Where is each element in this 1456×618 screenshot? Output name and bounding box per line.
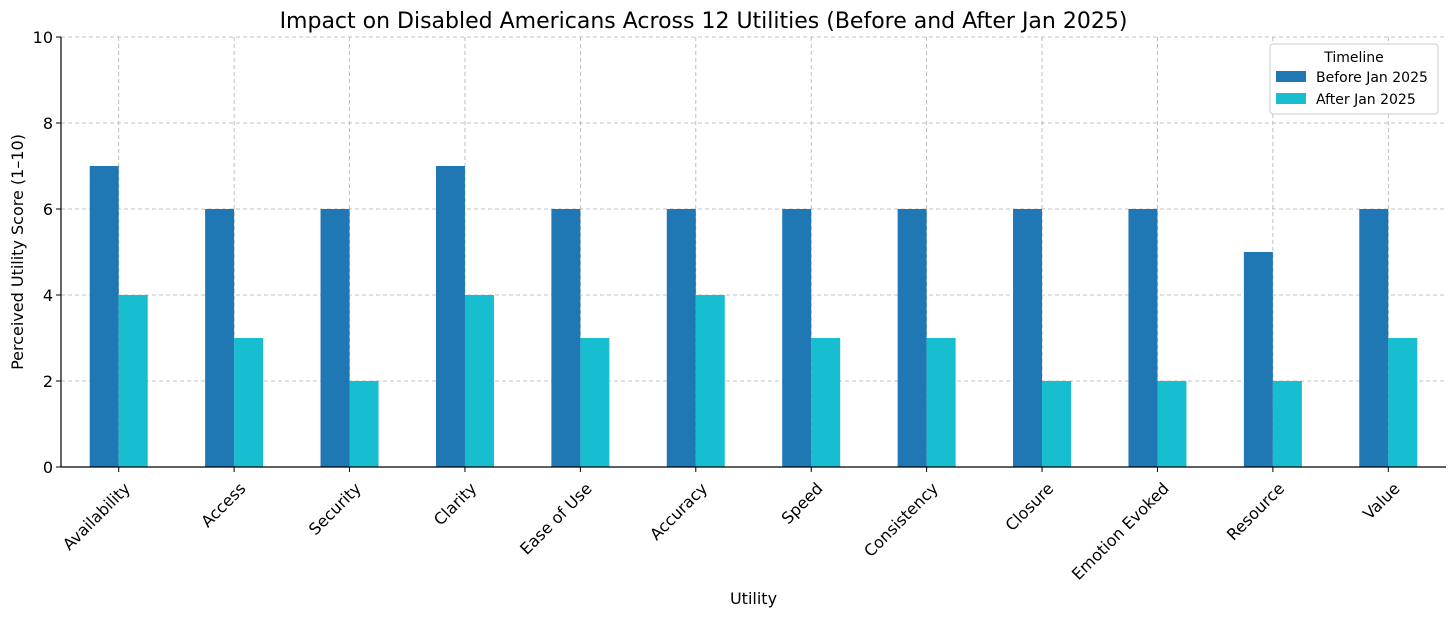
bars — [89, 166, 1418, 467]
bar-before — [666, 209, 696, 467]
bar-after — [1157, 381, 1187, 467]
x-tick-label: Closure — [1002, 479, 1058, 535]
bar-after — [811, 338, 841, 467]
x-tick-label: Ease of Use — [516, 479, 596, 559]
axes — [60, 37, 1446, 468]
bar-after — [1388, 338, 1418, 467]
x-tick-label: Availability — [59, 479, 134, 554]
bar-before — [205, 209, 235, 467]
y-tick-label: 4 — [43, 286, 53, 305]
x-tick-label: Resource — [1223, 479, 1288, 544]
x-tick-label: Emotion Evoked — [1068, 479, 1173, 584]
legend-box — [1269, 43, 1439, 115]
legend: Timeline Before Jan 2025 After Jan 2025 — [1269, 43, 1439, 115]
bar-before — [897, 209, 927, 467]
bar-after — [1272, 381, 1302, 467]
bar-before — [1128, 209, 1158, 467]
bar-before — [551, 209, 581, 467]
legend-title: Timeline — [1323, 50, 1384, 66]
bar-before — [435, 166, 465, 467]
bar-after — [926, 338, 956, 467]
x-tick-label: Speed — [778, 479, 827, 528]
x-tick-label: Security — [305, 479, 365, 539]
legend-label-before: Before Jan 2025 — [1316, 70, 1428, 86]
y-tick-label: 10 — [33, 28, 53, 47]
bar-after — [695, 295, 725, 467]
bar-after — [464, 295, 494, 467]
bar-before — [89, 166, 119, 467]
y-tick-label: 2 — [43, 372, 53, 391]
y-axis-label: Perceived Utility Score (1–10) — [8, 134, 27, 370]
x-tick-label: Consistency — [860, 479, 942, 561]
x-tick-label: Value — [1359, 479, 1404, 524]
bar-before — [320, 209, 350, 467]
x-axis-label: Utility — [730, 589, 777, 608]
legend-swatch-after — [1276, 93, 1306, 104]
y-tick-label: 0 — [43, 458, 53, 477]
bar-before — [1013, 209, 1043, 467]
bar-after — [1042, 381, 1072, 467]
legend-swatch-before — [1276, 71, 1306, 82]
bar-before — [1359, 209, 1389, 467]
y-tick-label: 8 — [43, 114, 53, 133]
bar-before — [782, 209, 812, 467]
bar-after — [580, 338, 610, 467]
grid — [61, 36, 1446, 467]
legend-label-after: After Jan 2025 — [1316, 92, 1416, 108]
chart-title: Impact on Disabled Americans Across 12 U… — [280, 9, 1128, 34]
bar-before — [1243, 252, 1273, 467]
y-tick-label: 6 — [43, 200, 53, 219]
bar-after — [118, 295, 148, 467]
bar-after — [349, 381, 379, 467]
x-tick-label: Accuracy — [646, 479, 711, 544]
x-tick-label: Access — [197, 479, 249, 531]
x-tick-label: Clarity — [430, 479, 480, 529]
bar-after — [234, 338, 264, 467]
